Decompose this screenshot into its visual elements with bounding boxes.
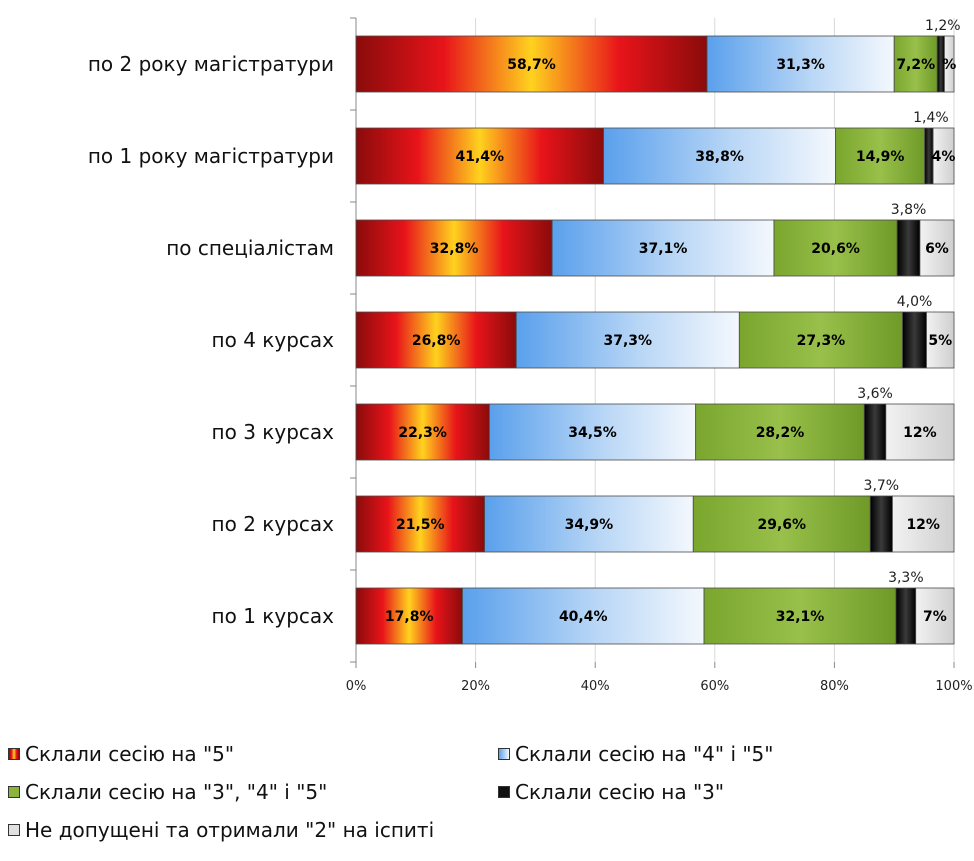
x-tick-label: 40% (581, 679, 610, 694)
bar-segment-four-five (603, 127, 836, 185)
x-tick-label: 80% (820, 679, 849, 694)
data-label: 5% (928, 333, 952, 349)
bar-segment-four-five (462, 587, 705, 645)
category-label: по 2 року магістратури (88, 52, 334, 76)
legend-item-four-five: Склали сесію на "4" і "5" (498, 742, 773, 766)
legend-item-three-four-five: Склали сесію на "3", "4" і "5" (8, 780, 327, 804)
category-label: по 1 року магістратури (88, 144, 334, 168)
bar-segment-not-admitted (885, 403, 955, 461)
category-label: по спеціалістам (166, 236, 334, 260)
data-label: 21,5% (396, 517, 445, 533)
axes: 0% 20% 40% 60% 80% 100% по 2 року магістратури… (88, 17, 973, 694)
bar-segment-four-five (484, 495, 694, 553)
bar-segment-three-four-five (692, 495, 871, 553)
bar-segment-five (355, 219, 553, 277)
data-label: 3,6% (857, 386, 893, 402)
bar-segment-five (355, 311, 517, 369)
legend-swatch-four-five (498, 748, 510, 760)
category-label: по 3 курсах (212, 420, 335, 444)
data-label: 3,3% (888, 570, 924, 586)
data-label: 3,7% (864, 478, 900, 494)
bar-segment-three (902, 311, 927, 369)
data-label: 31,3% (776, 57, 825, 73)
bar-segment-three-four-five (835, 127, 926, 185)
legend-swatch-not-admitted (8, 824, 20, 836)
data-label: 12% (903, 425, 937, 441)
bar-segment-four-five (706, 35, 895, 93)
data-label: 7% (923, 609, 947, 625)
legend-swatch-three-four-five (8, 786, 20, 798)
bar-segment-three (895, 587, 917, 645)
data-label: 28,2% (756, 425, 805, 441)
legend-label-three-four-five: Склали сесію на "3", "4" і "5" (25, 780, 328, 804)
bar-segment-three-four-five (738, 311, 903, 369)
legend-item-not-admitted: Не допущені та отримали "2" на іспиті (8, 818, 434, 842)
data-label: 1,4% (913, 110, 949, 126)
bar-segment-not-admitted (944, 35, 955, 93)
data-label: 58,7% (507, 57, 556, 73)
category-label: по 2 курсах (212, 512, 335, 536)
bar-segment-five (355, 35, 708, 93)
bar-segment-five (355, 127, 604, 185)
data-label: 40,4% (559, 609, 608, 625)
bar-segment-three-four-five (695, 403, 865, 461)
data-label: 20,6% (811, 241, 860, 257)
data-label: 37,3% (604, 333, 653, 349)
category-label: по 1 курсах (212, 604, 335, 628)
legend: Склали сесію на "5" Склали сесію на "4" … (8, 742, 968, 857)
bar-segment-three (896, 219, 921, 277)
data-label: 29,6% (757, 517, 806, 533)
bar-segment-four-five (488, 403, 697, 461)
data-label: 32,1% (776, 609, 825, 625)
data-label: 34,5% (568, 425, 617, 441)
legend-label-not-admitted: Не допущені та отримали "2" на іспиті (25, 818, 435, 842)
data-label: 32,8% (430, 241, 479, 257)
data-label: 38,8% (695, 149, 744, 165)
bar-segment-five (355, 495, 485, 553)
x-tick-label: 0% (346, 679, 367, 694)
data-label: 7,2% (896, 57, 935, 73)
x-tick-label: 100% (935, 679, 972, 694)
bar-segment-five (355, 403, 490, 461)
data-label: 41,4% (455, 149, 504, 165)
data-label: % (942, 57, 956, 73)
bar-segment-not-admitted (892, 495, 955, 553)
x-tick-label: 20% (461, 679, 490, 694)
data-label: 14,9% (856, 149, 905, 165)
data-label: 12% (906, 517, 940, 533)
legend-swatch-three (498, 786, 510, 798)
bar-segment-four-five (515, 311, 740, 369)
data-label: 37,1% (639, 241, 688, 257)
x-tick-label: 60% (700, 679, 729, 694)
data-label: 22,3% (398, 425, 447, 441)
bar-segment-not-admitted (915, 587, 955, 645)
bar-segment-three (863, 403, 887, 461)
data-label: 4,0% (897, 294, 933, 310)
data-label: 4% (932, 149, 956, 165)
legend-item-five: Склали сесію на "5" (8, 742, 234, 766)
data-label: 17,8% (385, 609, 434, 625)
legend-label-three: Склали сесію на "3" (515, 780, 725, 804)
data-label: 1,2% (925, 18, 961, 34)
legend-label-four-five: Склали сесію на "4" і "5" (515, 742, 774, 766)
data-label: 27,3% (797, 333, 846, 349)
data-labels: 58,7% 31,3% 7,2% 1,2%% 41,4% 38,8% 14,9% 1,4% 4%… (385, 18, 961, 625)
bars (355, 35, 955, 645)
data-label: 34,9% (565, 517, 614, 533)
legend-label-five: Склали сесію на "5" (25, 742, 235, 766)
bar-segment-three-four-five (773, 219, 898, 277)
bar-segment-not-admitted (926, 311, 955, 369)
data-label: 26,8% (412, 333, 461, 349)
bar-segment-not-admitted (932, 127, 955, 185)
legend-item-three: Склали сесію на "3" (498, 780, 724, 804)
data-label: 3,8% (891, 202, 927, 218)
bar-segment-three-four-five (703, 587, 897, 645)
category-label: по 4 курсах (212, 328, 335, 352)
legend-swatch-five (8, 748, 20, 760)
data-label: 6% (925, 241, 949, 257)
bar-segment-three (869, 495, 893, 553)
bar-segment-four-five (551, 219, 775, 277)
bar-segment-not-admitted (919, 219, 955, 277)
